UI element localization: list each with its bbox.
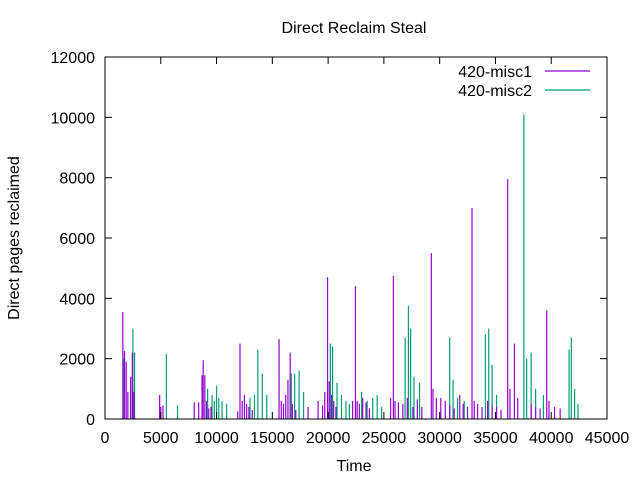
legend-label-misc2: 420-misc2	[458, 83, 532, 100]
y-tick-label: 6000	[59, 231, 95, 248]
x-tick-label: 35000	[473, 430, 518, 447]
plot-area	[104, 56, 608, 420]
y-tick-label: 12000	[51, 50, 96, 67]
y-tick-label: 10000	[51, 110, 96, 127]
legend: 420-misc1 420-misc2	[458, 64, 590, 100]
y-tick-label: 4000	[59, 291, 95, 308]
y-tick-label: 2000	[59, 352, 95, 369]
y-tick-label: 0	[86, 412, 95, 429]
x-tick-label: 15000	[250, 430, 295, 447]
x-tick-label: 20000	[306, 430, 351, 447]
chart-title: Direct Reclaim Steal	[282, 20, 427, 37]
x-axis-label: Time	[337, 458, 372, 475]
x-tick-label: 45000	[585, 430, 630, 447]
x-tick-label: 10000	[194, 430, 239, 447]
x-tick-label: 40000	[529, 430, 574, 447]
x-tick-label: 5000	[143, 430, 179, 447]
x-tick-label: 25000	[362, 430, 407, 447]
x-tick-label: 0	[101, 430, 110, 447]
y-axis: 0 2000 4000 6000 8000 10000 12000	[51, 50, 607, 429]
y-axis-label: Direct pages reclaimed	[6, 156, 23, 320]
series-misc1-bars	[122, 179, 561, 419]
y-tick-label: 8000	[59, 171, 95, 188]
series-misc2-bars	[123, 114, 579, 419]
x-tick-label: 30000	[417, 430, 462, 447]
x-axis: 0 5000 10000 15000 20000 25000 30000 35000 40000…	[101, 57, 630, 447]
legend-label-misc1: 420-misc1	[458, 64, 532, 81]
